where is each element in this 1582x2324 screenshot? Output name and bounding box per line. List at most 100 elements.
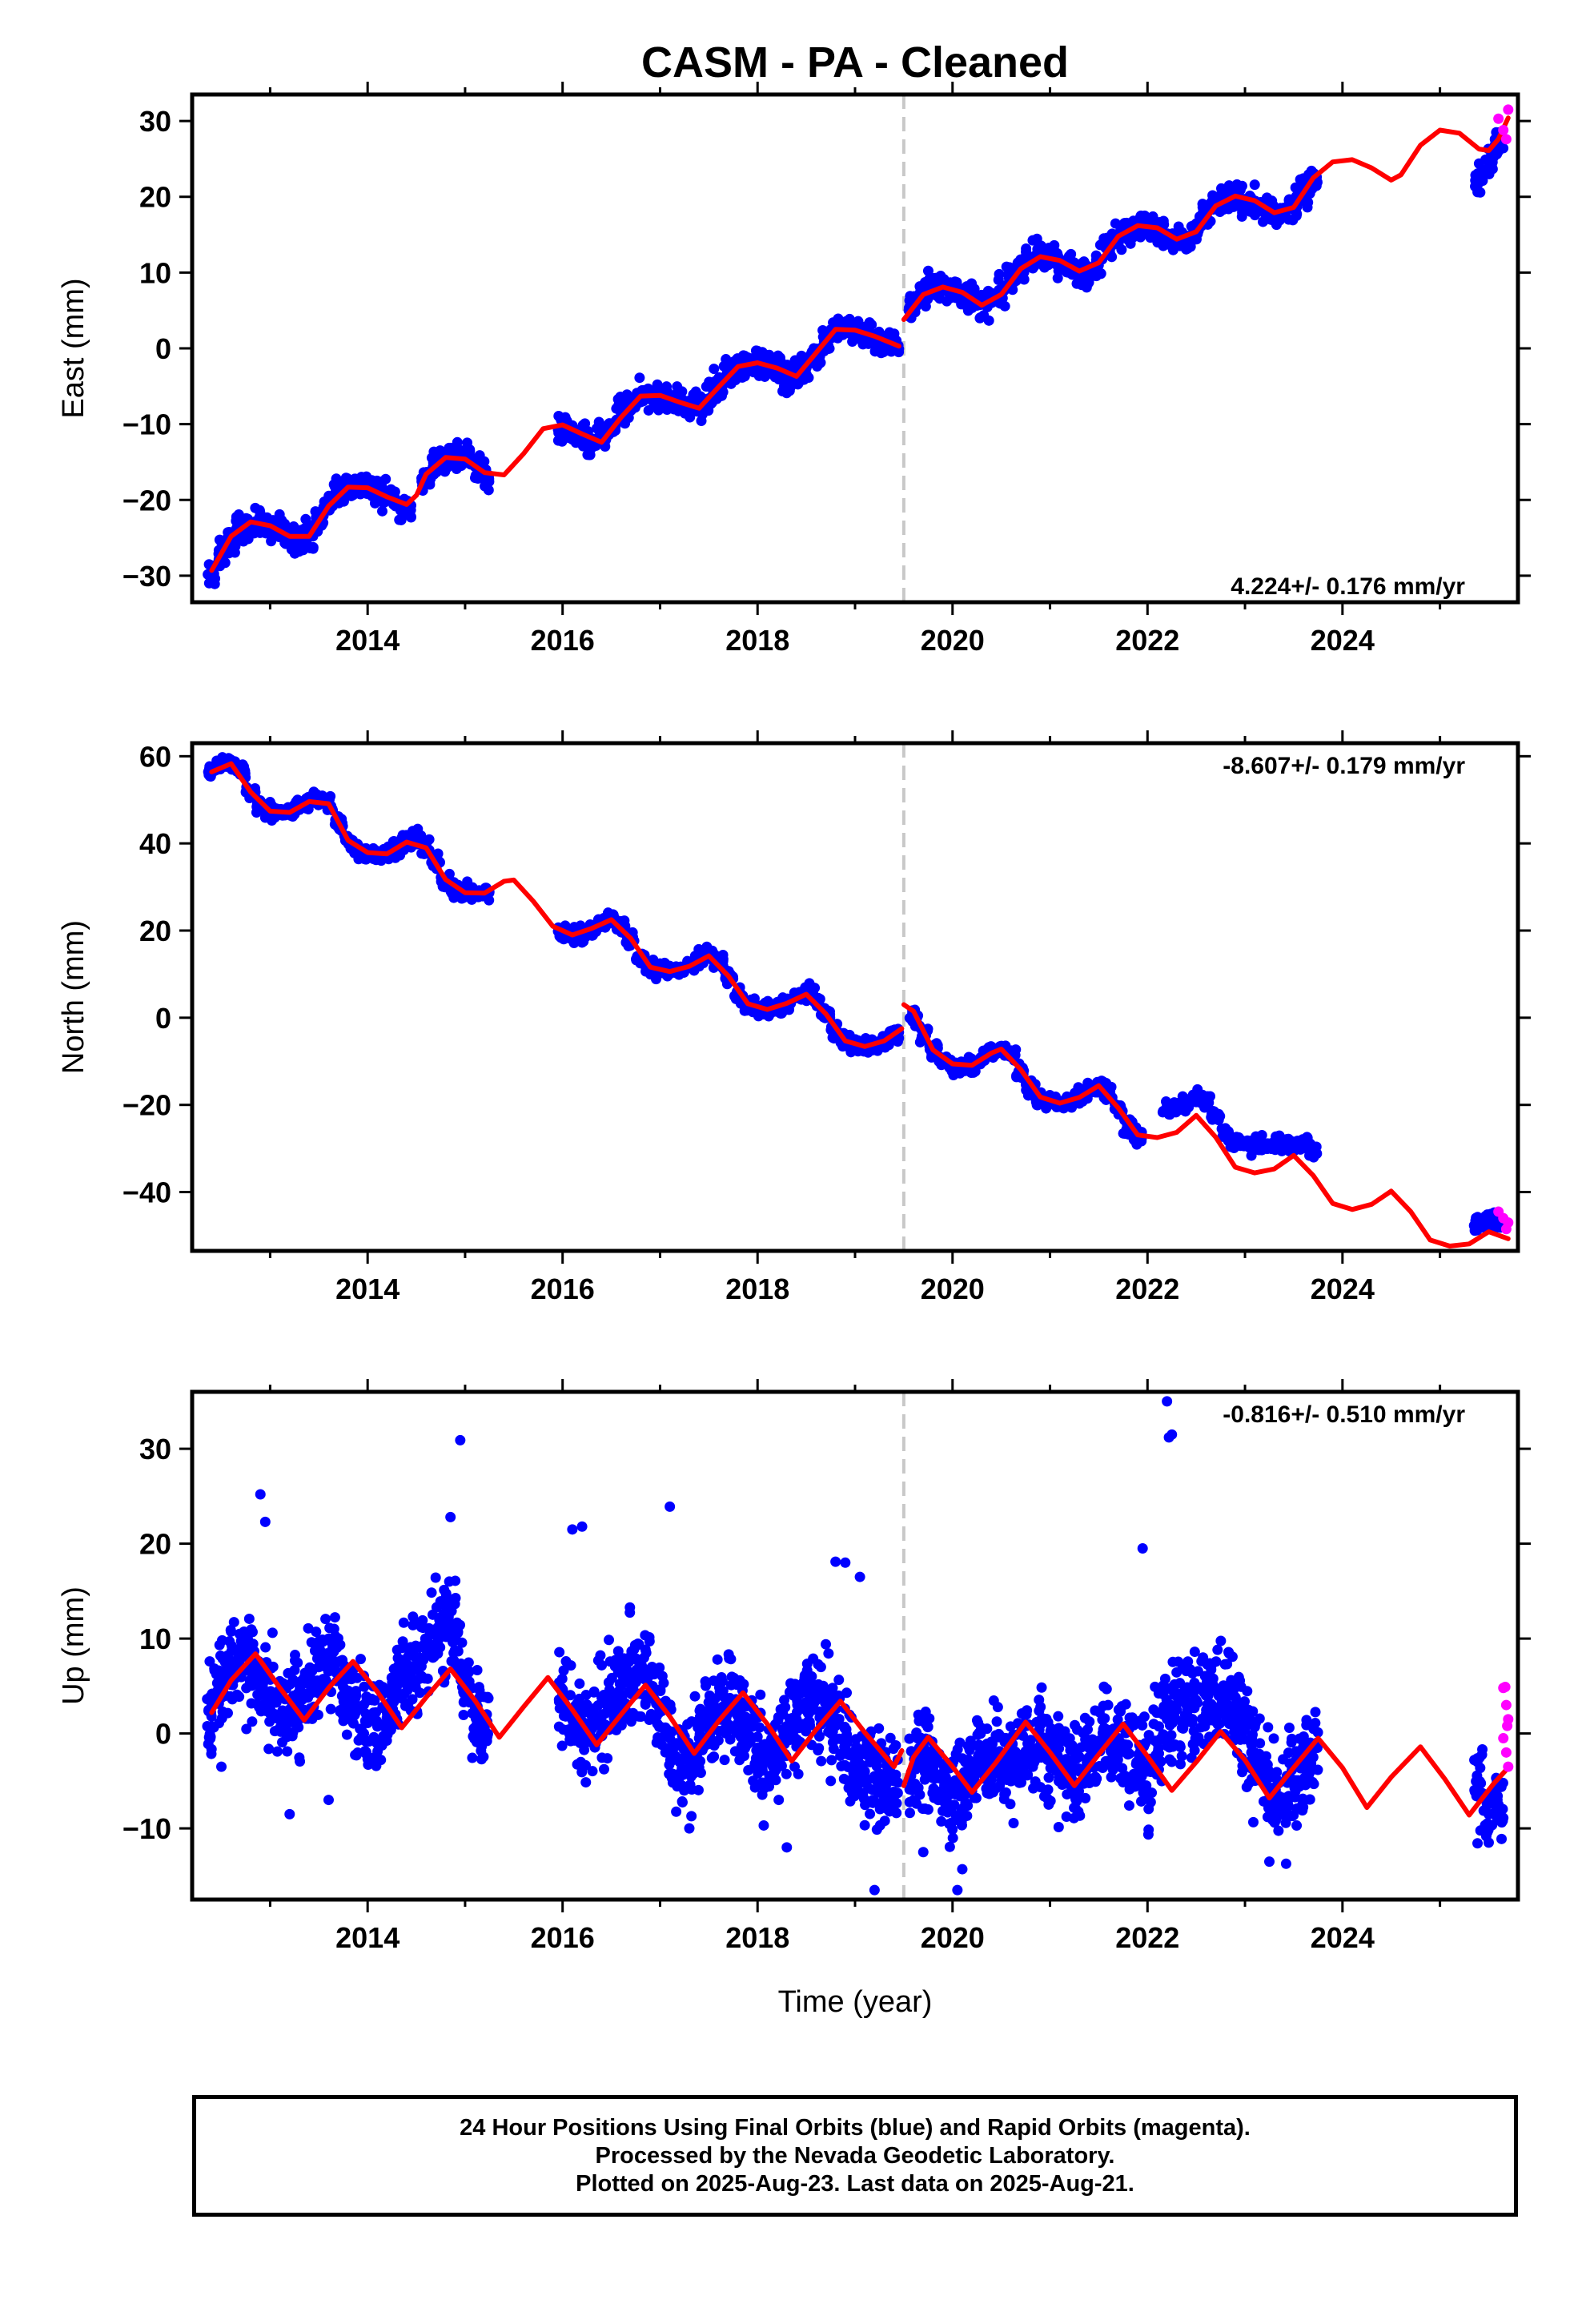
x-tick-label: 2020	[921, 1273, 985, 1305]
final-point	[754, 1722, 765, 1733]
final-point	[641, 1671, 652, 1682]
final-point	[564, 1690, 576, 1701]
final-point	[450, 1575, 461, 1586]
final-point	[331, 1642, 343, 1653]
final-point	[719, 1755, 730, 1766]
final-point	[267, 1627, 278, 1638]
final-point	[755, 1689, 766, 1700]
final-point	[376, 505, 387, 517]
final-point	[669, 1775, 681, 1787]
x-tick-label: 2018	[725, 624, 789, 657]
final-point	[251, 1699, 263, 1710]
final-point	[671, 1806, 682, 1817]
y-axis-label: North (mm)	[57, 920, 90, 1074]
final-point	[247, 1638, 259, 1650]
y-tick-label: −40	[122, 1176, 171, 1209]
final-point	[632, 1638, 644, 1649]
final-point	[1031, 1100, 1042, 1111]
final-point	[653, 1707, 665, 1719]
final-point	[467, 1752, 478, 1763]
final-point	[954, 1068, 966, 1079]
final-point	[329, 1612, 340, 1623]
final-point	[417, 1614, 428, 1626]
final-point	[351, 1690, 362, 1701]
y-tick-label: 60	[139, 740, 171, 773]
final-point	[999, 300, 1010, 312]
final-point	[294, 1679, 305, 1691]
rapid-point	[1503, 1217, 1514, 1228]
final-point	[283, 1704, 294, 1715]
final-point	[709, 1693, 721, 1704]
final-point	[410, 1682, 421, 1693]
final-point	[397, 831, 408, 842]
rate-label: 4.224+/- 0.176 mm/yr	[1231, 573, 1465, 600]
final-point	[564, 1734, 576, 1745]
final-point	[776, 1759, 787, 1770]
final-point	[935, 271, 946, 282]
y-tick-label: 20	[139, 915, 171, 947]
final-point	[1200, 1096, 1211, 1108]
final-point	[634, 372, 645, 384]
final-point	[1306, 1140, 1317, 1152]
final-point	[230, 539, 241, 550]
model-curve-after-step	[901, 1002, 1511, 1248]
rapid-point	[1503, 104, 1514, 115]
rapid-point	[1500, 134, 1512, 145]
final-point	[388, 836, 400, 847]
final-point	[877, 347, 889, 358]
final-point	[681, 1754, 693, 1765]
final-point	[1178, 1098, 1190, 1109]
final-point	[1213, 1111, 1224, 1122]
final-point	[378, 1683, 389, 1695]
plot-frame	[190, 741, 1520, 1253]
final-point	[271, 1695, 283, 1706]
final-point	[228, 1617, 239, 1628]
final-point	[325, 1703, 336, 1715]
final-point	[271, 1746, 283, 1757]
final-point	[677, 1796, 688, 1807]
final-point	[1475, 187, 1486, 198]
final-point	[314, 1650, 325, 1661]
final-point	[721, 1721, 732, 1732]
final-point	[685, 1779, 696, 1791]
final-point	[652, 379, 663, 390]
final-point	[867, 1044, 878, 1055]
final-point	[396, 1642, 408, 1654]
final-point	[320, 1614, 331, 1625]
final-point	[241, 1723, 252, 1735]
final-point	[603, 1677, 614, 1688]
final-point	[709, 364, 720, 375]
final-point	[289, 1655, 300, 1667]
final-point	[1469, 1224, 1480, 1235]
final-point	[709, 1751, 720, 1763]
final-point	[983, 315, 994, 326]
final-point	[592, 1713, 603, 1724]
final-point	[484, 895, 495, 906]
final-point	[1031, 233, 1042, 244]
rapid-points-series	[1493, 104, 1514, 145]
final-point	[853, 316, 864, 327]
x-tick-label: 2016	[531, 624, 595, 657]
final-point	[914, 1036, 926, 1047]
final-point	[328, 1655, 339, 1667]
y-tick-label: 40	[139, 827, 171, 860]
final-point	[1169, 1097, 1180, 1108]
final-point	[254, 1664, 265, 1675]
final-point	[602, 1753, 613, 1764]
final-point	[596, 1659, 608, 1671]
final-point	[587, 930, 598, 941]
final-point	[738, 1679, 749, 1690]
final-point	[740, 1743, 751, 1754]
final-point	[458, 1709, 469, 1720]
final-point	[234, 1656, 245, 1667]
final-point	[300, 513, 311, 525]
final-point	[757, 1765, 768, 1776]
final-point	[592, 1700, 604, 1711]
final-point	[693, 1784, 704, 1795]
final-point	[369, 1695, 380, 1706]
final-point	[975, 312, 986, 323]
final-point	[621, 389, 632, 400]
final-point	[416, 1653, 428, 1664]
final-point	[371, 1715, 383, 1727]
final-point	[670, 1751, 681, 1762]
